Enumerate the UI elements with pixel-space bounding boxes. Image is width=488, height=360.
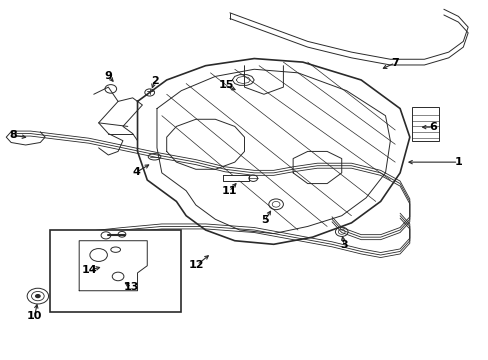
- Text: 15: 15: [218, 80, 233, 90]
- Text: 13: 13: [124, 282, 139, 292]
- Text: 8: 8: [10, 130, 18, 140]
- Circle shape: [35, 294, 41, 298]
- Text: 9: 9: [104, 71, 112, 81]
- Text: 7: 7: [390, 58, 398, 68]
- Text: 4: 4: [132, 167, 140, 177]
- Text: 6: 6: [428, 122, 436, 132]
- Text: 1: 1: [454, 157, 461, 167]
- Text: 2: 2: [150, 76, 158, 86]
- Text: 10: 10: [27, 311, 42, 321]
- Bar: [411, 108, 438, 141]
- Bar: [50, 230, 181, 312]
- Text: 12: 12: [189, 260, 204, 270]
- Text: 3: 3: [340, 240, 347, 250]
- Text: 5: 5: [261, 215, 268, 225]
- Text: 14: 14: [82, 265, 98, 275]
- Text: 11: 11: [221, 186, 236, 197]
